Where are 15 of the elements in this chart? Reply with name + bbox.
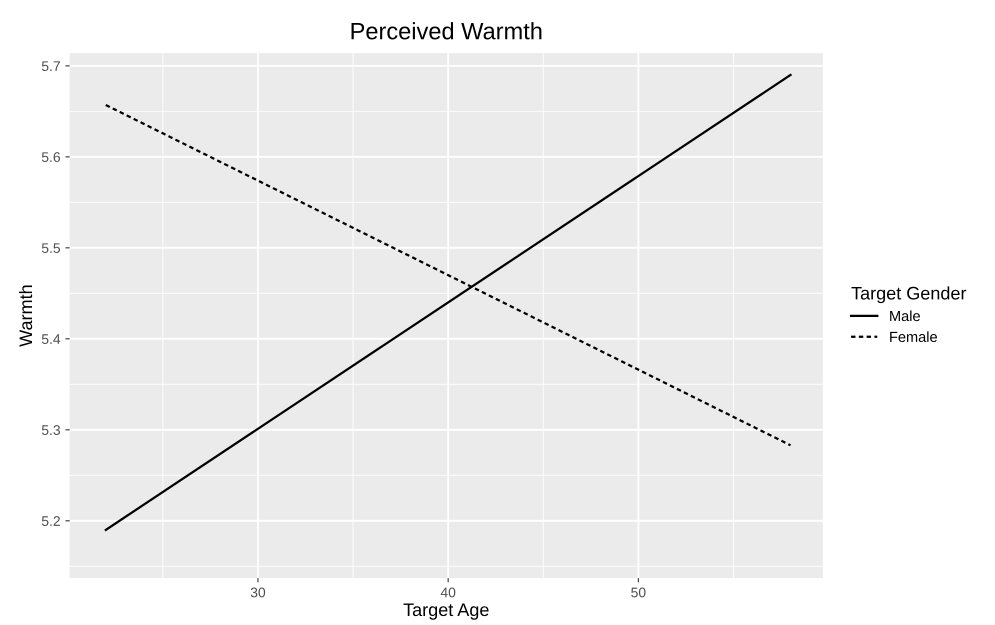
y-tick-label: 5.4	[42, 334, 60, 344]
legend-label: Male	[890, 310, 920, 322]
legend-label: Female	[890, 331, 937, 342]
y-axis-title: Warmth	[18, 286, 32, 347]
legend-title: Target Gender	[851, 286, 966, 304]
y-tick-label: 5.2	[42, 516, 60, 526]
x-axis-title: Target Age	[404, 604, 489, 620]
chart-title: Perceived Warmth	[352, 22, 542, 40]
y-tick-label: 5.3	[42, 425, 60, 435]
y-tick-label: 5.6	[42, 152, 60, 162]
y-tick-label: 5.7	[42, 61, 60, 72]
x-tick-label: 40	[440, 588, 456, 598]
x-tick-label: 30	[250, 588, 266, 598]
x-tick-label: 50	[631, 588, 646, 598]
y-tick-label: 5.5	[42, 243, 60, 254]
